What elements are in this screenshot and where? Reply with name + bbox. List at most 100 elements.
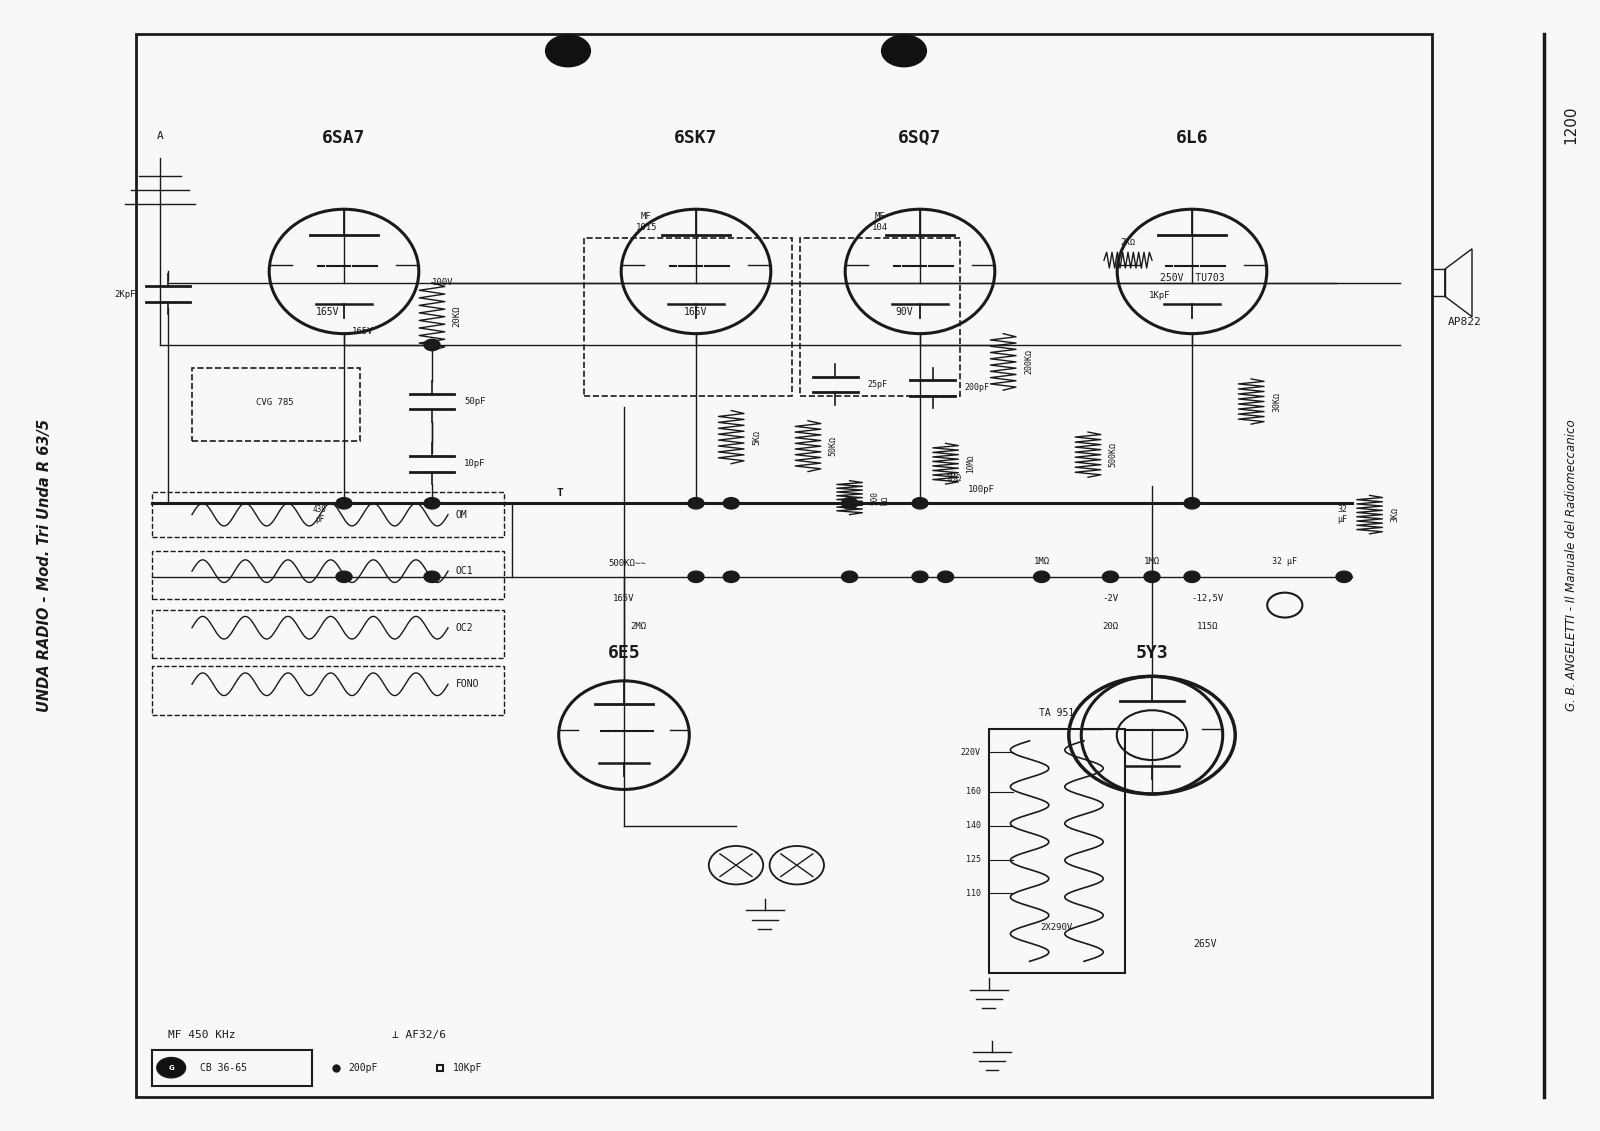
Text: 32 µF: 32 µF: [1272, 556, 1298, 566]
Bar: [152, 1050, 312, 1086]
Circle shape: [688, 571, 704, 582]
Text: 165V: 165V: [317, 307, 339, 317]
Bar: [152, 610, 504, 658]
Text: 200pF: 200pF: [349, 1063, 378, 1072]
Circle shape: [842, 571, 858, 582]
Text: 2KΩ: 2KΩ: [1120, 238, 1136, 247]
Circle shape: [912, 571, 928, 582]
Circle shape: [424, 498, 440, 509]
Text: 2X290V: 2X290V: [1040, 923, 1074, 932]
Text: 30KΩ: 30KΩ: [1272, 391, 1282, 412]
Circle shape: [1184, 498, 1200, 509]
Text: A: A: [157, 131, 163, 141]
Circle shape: [723, 498, 739, 509]
Text: OC2: OC2: [456, 623, 474, 632]
Circle shape: [1336, 571, 1352, 582]
Text: 32
µF: 32 µF: [1338, 504, 1347, 525]
Bar: [152, 666, 504, 715]
Text: 1MΩ: 1MΩ: [1144, 556, 1160, 566]
Text: CB 36-65: CB 36-65: [200, 1063, 246, 1072]
Text: 115Ω: 115Ω: [1197, 622, 1219, 631]
Text: 110: 110: [966, 889, 981, 898]
Text: G. B. ANGELETTI - Il Manuale del Radiomeccanico: G. B. ANGELETTI - Il Manuale del Radiome…: [1565, 420, 1578, 711]
Text: 100pF: 100pF: [968, 485, 994, 494]
Text: -2V: -2V: [1102, 594, 1118, 603]
Text: 1MΩ: 1MΩ: [946, 474, 962, 483]
Bar: [152, 492, 504, 537]
Bar: [800, 238, 960, 396]
Text: 20Ω: 20Ω: [1102, 622, 1118, 631]
Text: 3KΩ: 3KΩ: [1390, 507, 1400, 523]
Text: MF 450 KHz: MF 450 KHz: [168, 1030, 235, 1039]
Text: MF
1015: MF 1015: [635, 213, 658, 232]
Bar: [989, 729, 1125, 973]
Text: 2MΩ: 2MΩ: [630, 622, 646, 631]
Text: 5KΩ: 5KΩ: [752, 430, 762, 444]
Text: 50KΩ: 50KΩ: [829, 437, 838, 456]
Text: 10pF: 10pF: [464, 459, 485, 468]
Circle shape: [688, 498, 704, 509]
Text: T: T: [557, 487, 563, 498]
Text: 165V: 165V: [613, 594, 634, 603]
Text: UNDA RADIO - Mod. Tri Unda R 63/5: UNDA RADIO - Mod. Tri Unda R 63/5: [37, 418, 53, 713]
Text: -12,5V: -12,5V: [1192, 594, 1224, 603]
Circle shape: [882, 35, 926, 67]
Text: 200pF: 200pF: [965, 383, 990, 392]
Circle shape: [938, 571, 954, 582]
Text: 165V: 165V: [685, 307, 707, 317]
Text: 165V: 165V: [352, 327, 373, 336]
Text: OC1: OC1: [456, 567, 474, 576]
Circle shape: [424, 571, 440, 582]
Text: 1MΩ: 1MΩ: [1034, 556, 1050, 566]
Text: 20KΩ: 20KΩ: [453, 305, 462, 328]
Circle shape: [424, 339, 440, 351]
Text: MF
104: MF 104: [872, 213, 888, 232]
Text: CVG 785: CVG 785: [256, 398, 294, 407]
Text: 5Y3: 5Y3: [1136, 644, 1168, 662]
Text: 500
KΩ: 500 KΩ: [870, 491, 890, 504]
Text: AP822: AP822: [1448, 318, 1482, 327]
Text: 2KpF: 2KpF: [115, 290, 136, 299]
Bar: [152, 551, 504, 599]
Text: 25pF: 25pF: [867, 380, 886, 389]
Text: 500KΩ: 500KΩ: [1109, 442, 1118, 467]
Text: 50pF: 50pF: [464, 397, 485, 406]
Circle shape: [1034, 571, 1050, 582]
Circle shape: [842, 498, 858, 509]
Text: 6E5: 6E5: [608, 644, 640, 662]
Text: 430
pF: 430 pF: [314, 504, 326, 525]
Circle shape: [1102, 571, 1118, 582]
Text: 6SA7: 6SA7: [322, 129, 366, 147]
Text: 10MΩ: 10MΩ: [966, 455, 976, 473]
Text: 200KΩ: 200KΩ: [1024, 349, 1034, 374]
Text: 6SK7: 6SK7: [674, 129, 718, 147]
Text: 265V: 265V: [1194, 940, 1216, 949]
Text: 90V: 90V: [894, 307, 914, 317]
Circle shape: [336, 571, 352, 582]
Text: 220V: 220V: [960, 748, 981, 757]
Text: TA 951: TA 951: [1038, 708, 1075, 718]
Text: 140: 140: [966, 821, 981, 830]
Text: 250V  TU703: 250V TU703: [1160, 273, 1224, 283]
Circle shape: [157, 1057, 186, 1078]
Text: 1200: 1200: [1563, 105, 1579, 144]
Circle shape: [336, 498, 352, 509]
Bar: [192, 368, 360, 441]
Circle shape: [1184, 571, 1200, 582]
Text: 6L6: 6L6: [1176, 129, 1208, 147]
Text: 10KpF: 10KpF: [453, 1063, 482, 1072]
Text: 100V: 100V: [432, 278, 453, 287]
Text: ⊥ AF32/6: ⊥ AF32/6: [392, 1030, 446, 1039]
Text: 6SQ7: 6SQ7: [898, 129, 942, 147]
Text: G: G: [168, 1064, 174, 1071]
Text: 1KpF: 1KpF: [1149, 291, 1171, 300]
Text: FONO: FONO: [456, 680, 480, 689]
Circle shape: [546, 35, 590, 67]
Bar: [584, 238, 792, 396]
Bar: [136, 34, 1432, 1097]
Text: OM: OM: [456, 510, 467, 519]
Circle shape: [723, 571, 739, 582]
Text: 500KΩ∼∼: 500KΩ∼∼: [608, 559, 646, 568]
Text: 160: 160: [966, 787, 981, 796]
Circle shape: [1144, 571, 1160, 582]
